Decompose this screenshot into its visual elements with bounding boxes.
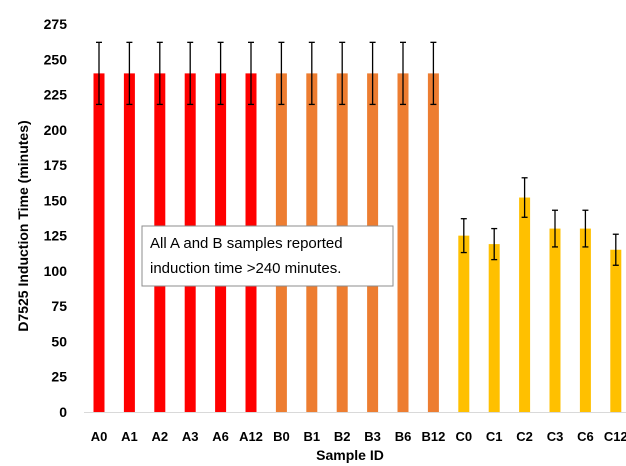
bar [123,73,135,412]
annotation-box: All A and B samples reported induction t… [141,225,394,287]
error-bar [369,41,376,106]
y-tick-label: 150 [44,192,68,208]
annotation-line: induction time >240 minutes. [150,260,341,277]
error-bar [278,41,285,106]
y-tick-label: 275 [44,16,68,32]
error-bar [126,41,133,106]
bar [458,235,470,412]
error-bar [582,209,589,248]
error-bar [430,41,437,106]
x-tick-label: A1 [121,429,138,444]
x-tick-label: C6 [577,429,594,444]
y-axis-ticks: 0 25 50 75 100 125 150 175 200 225 250 275 [44,16,68,420]
x-tick-label: A12 [239,429,263,444]
bar [579,228,591,412]
y-tick-label: 0 [59,404,67,420]
error-bar [339,41,346,106]
y-tick-label: 75 [51,298,67,314]
error-bar [521,177,528,218]
error-bar [217,41,224,106]
y-tick-label: 200 [44,122,68,138]
error-bars [96,41,619,266]
y-axis-title: D7525 Induction Time (minutes) [15,120,31,331]
y-tick-label: 175 [44,157,68,173]
x-tick-label: B1 [303,429,320,444]
y-tick-label: 225 [44,87,68,103]
x-tick-label: B6 [395,429,412,444]
x-tick-label: A3 [182,429,199,444]
x-axis-ticks: A0 A1 A2 A3 A6 A12 B0 B1 B2 B3 B6 B12 C0 C1 C2 C3 C6 C12 [91,429,626,444]
x-tick-label: C2 [516,429,533,444]
error-bar [460,218,467,254]
x-tick-label: C0 [455,429,472,444]
error-bar [156,41,163,106]
x-tick-label: B12 [421,429,445,444]
error-bar [491,227,498,261]
x-tick-label: B2 [334,429,351,444]
y-tick-label: 125 [44,228,68,244]
error-bar [400,41,406,106]
y-tick-label: 25 [51,369,67,385]
x-tick-label: A0 [91,429,108,444]
bar [93,73,105,412]
x-tick-label: A2 [151,429,168,444]
bar [427,73,439,412]
error-bar [308,41,315,106]
bar [610,249,622,412]
error-bar [552,209,558,248]
y-tick-label: 100 [44,263,68,279]
bar [397,73,409,412]
x-tick-label: A6 [212,429,229,444]
y-tick-label: 50 [51,333,67,349]
bar [488,244,500,412]
x-tick-label: B3 [364,429,381,444]
x-tick-label: C1 [486,429,503,444]
x-tick-label: B0 [273,429,290,444]
annotation-line: All A and B samples reported [150,235,343,252]
x-tick-label: C3 [547,429,564,444]
error-bar [248,41,254,106]
error-bar [187,41,194,106]
error-bar [612,233,619,266]
bar [519,197,531,412]
x-axis-title: Sample ID [316,447,384,463]
bar [549,228,561,412]
x-tick-label: C12 [604,429,626,444]
y-tick-label: 250 [44,51,68,67]
error-bar [96,41,102,106]
